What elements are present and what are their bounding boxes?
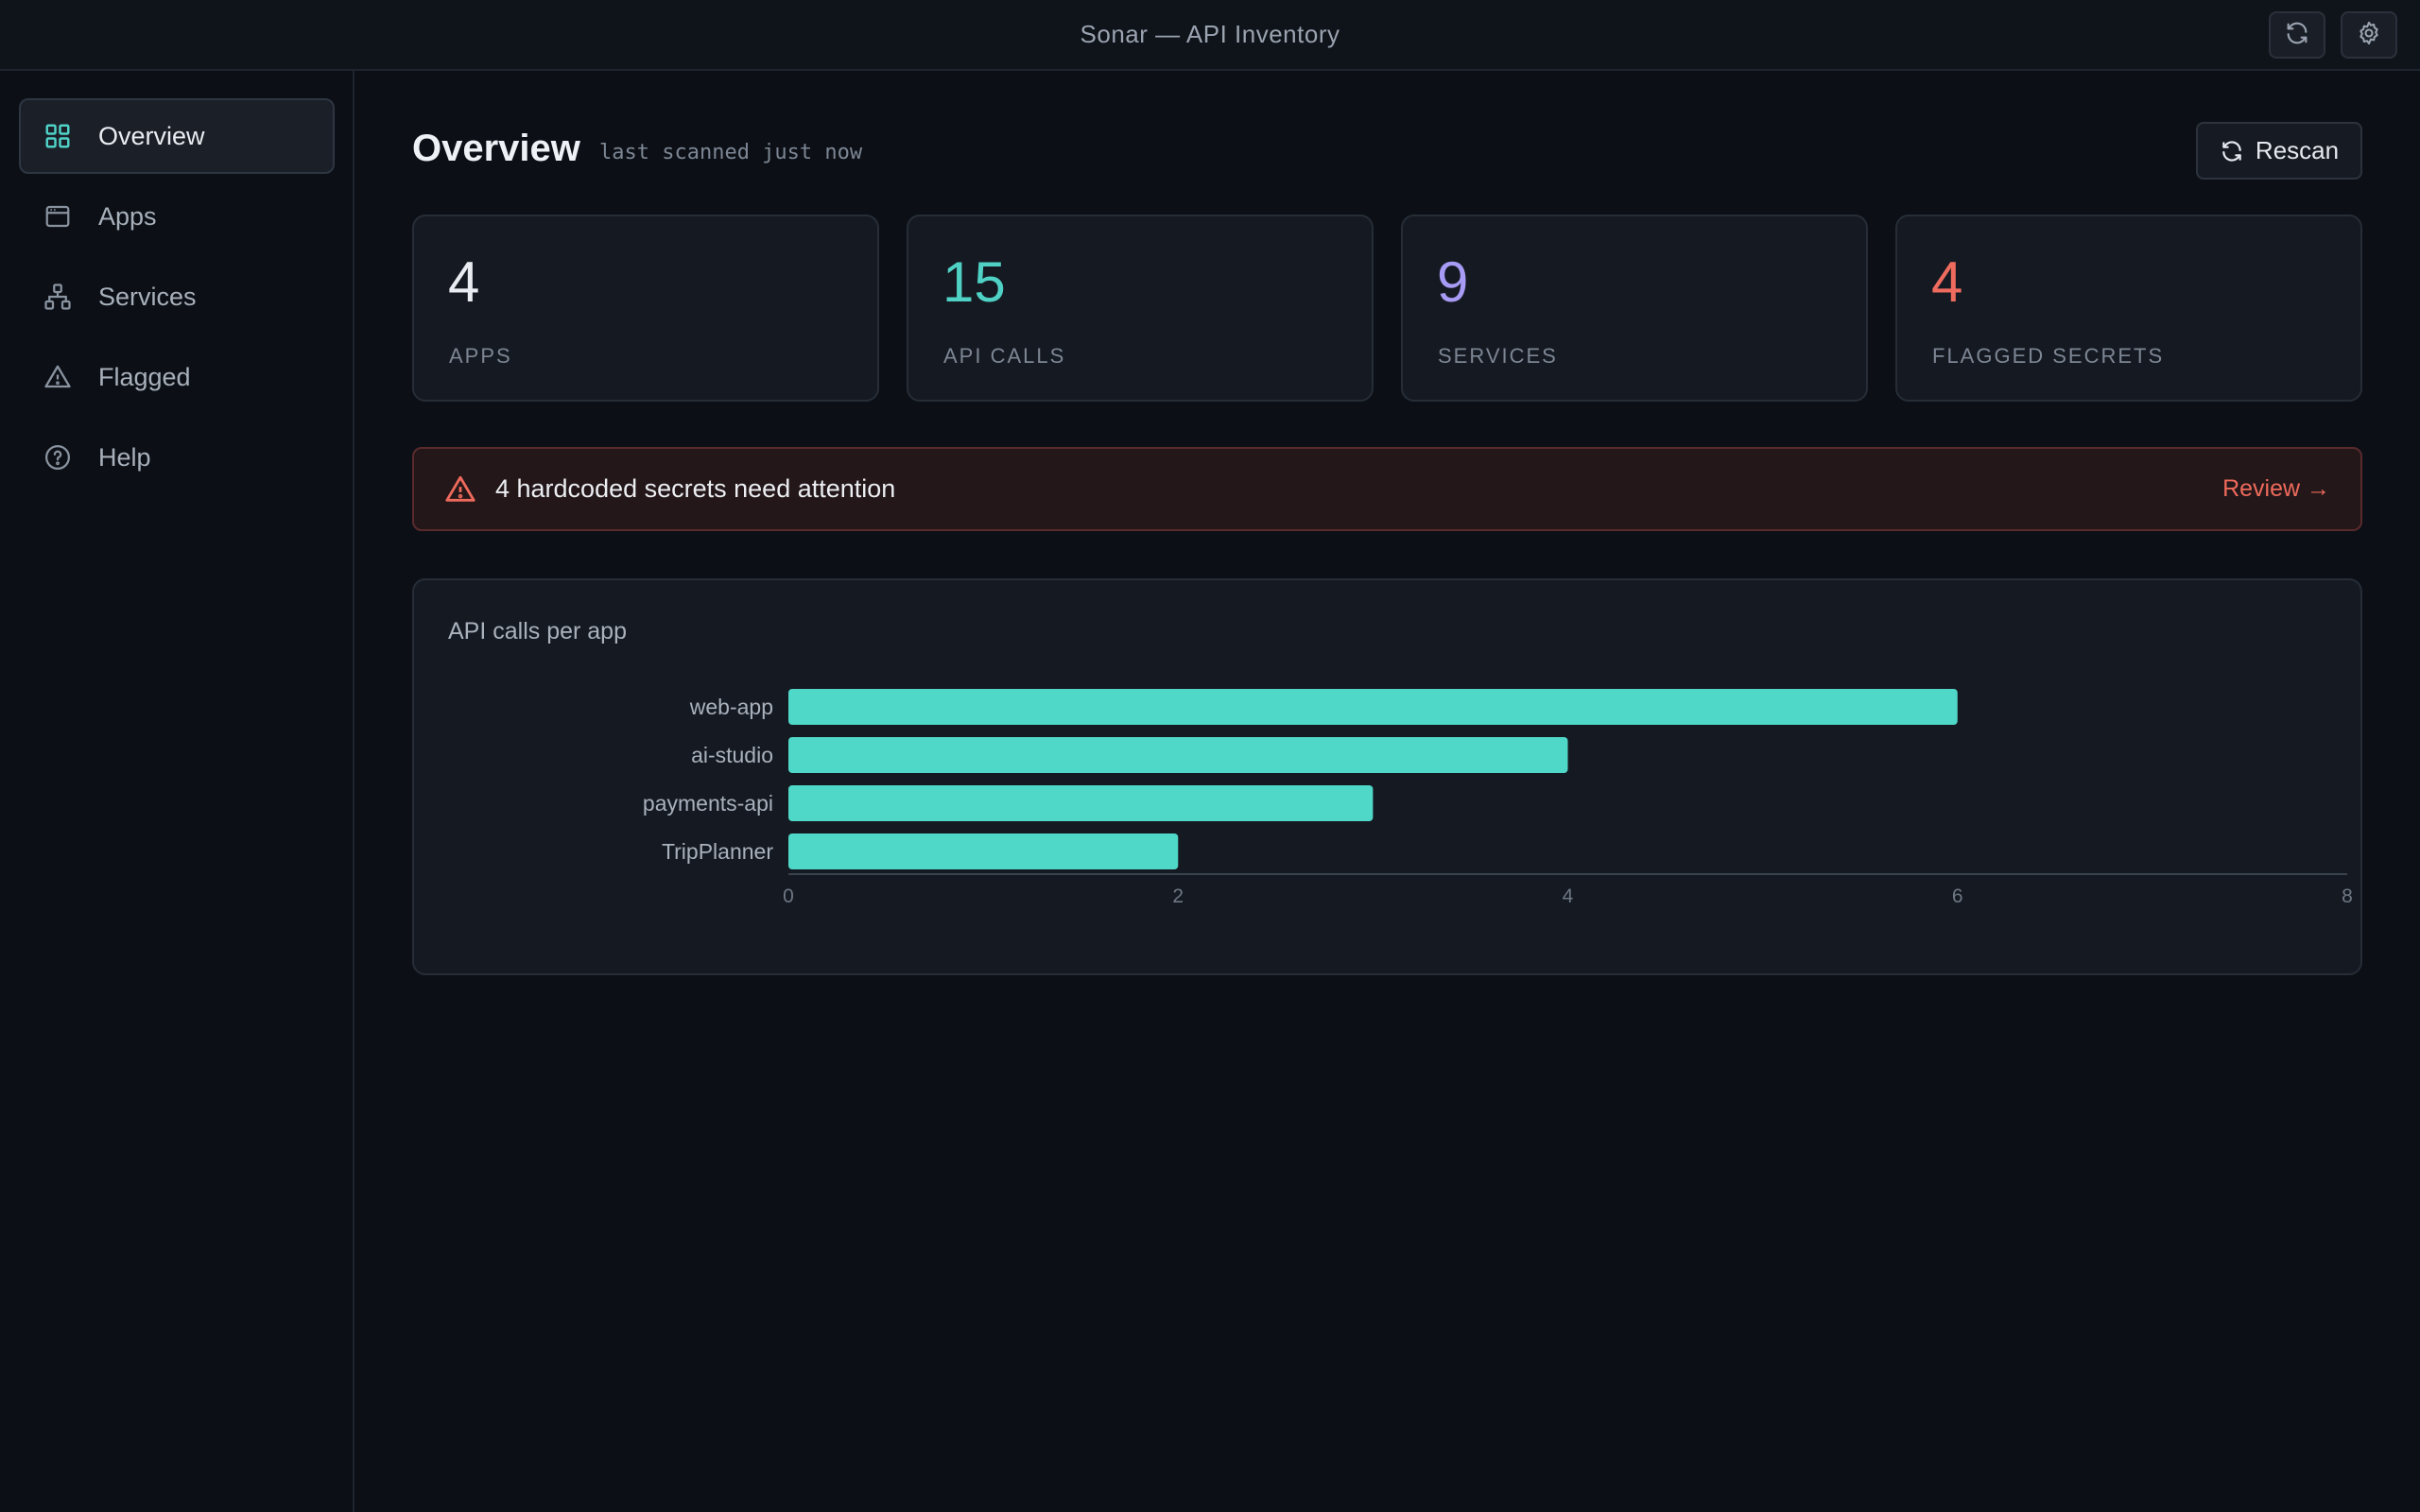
category-label: TripPlanner [662, 839, 773, 864]
stat-card-services: 9 SERVICES [1401, 215, 1868, 402]
rescan-button[interactable]: Rescan [2196, 122, 2362, 180]
sidebar-item-label: Help [98, 442, 151, 472]
stat-label: API CALLS [943, 344, 1066, 368]
bar-TripPlanner [788, 833, 1179, 869]
network-icon [42, 281, 74, 313]
main-content: Overview last scanned just now Rescan 4 … [356, 73, 2420, 1512]
page-title: Overview [412, 128, 580, 169]
sidebar-item-label: Apps [98, 201, 157, 231]
stat-card-apps: 4 APPS [412, 215, 879, 402]
x-tick-label: 2 [1172, 885, 1184, 907]
refresh-button[interactable] [2269, 11, 2325, 59]
stat-value: 4 [448, 250, 480, 314]
stat-label: SERVICES [1438, 344, 1558, 368]
sidebar-item-overview[interactable]: Overview [19, 98, 335, 174]
category-label: ai-studio [691, 743, 773, 767]
x-tick-label: 6 [1952, 885, 1963, 907]
stat-label: FLAGGED SECRETS [1932, 344, 2165, 368]
sidebar-item-services[interactable]: Services [19, 259, 335, 335]
sidebar-item-label: Flagged [98, 362, 191, 391]
refresh-icon [2220, 139, 2244, 163]
warning-triangle-icon [42, 361, 74, 393]
sidebar-item-help[interactable]: Help [19, 420, 335, 495]
sidebar: Overview Apps Services Flagged [0, 71, 354, 1512]
bar-web-app [788, 689, 1958, 725]
category-label: web-app [689, 695, 773, 719]
browser-window-icon [42, 200, 74, 232]
sidebar-item-apps[interactable]: Apps [19, 179, 335, 254]
bar-ai-studio [788, 737, 1568, 773]
stat-card-flagged-secrets: 4 FLAGGED SECRETS [1895, 215, 2362, 402]
window-title: Sonar — API Inventory [1080, 20, 1340, 48]
sidebar-item-flagged[interactable]: Flagged [19, 339, 335, 415]
settings-button[interactable] [2341, 11, 2397, 59]
warning-triangle-icon [444, 473, 476, 506]
refresh-icon [2284, 20, 2310, 51]
review-link[interactable]: Review → [2222, 475, 2330, 502]
sidebar-item-label: Services [98, 282, 197, 311]
x-tick-label: 0 [783, 885, 794, 907]
secrets-alert-banner: 4 hardcoded secrets need attention Revie… [412, 447, 2362, 531]
stat-card-api-calls: 15 API CALLS [907, 215, 1374, 402]
last-scanned-note: last scanned just now [599, 141, 863, 164]
help-circle-icon [42, 441, 74, 473]
x-tick-label: 4 [1563, 885, 1574, 907]
stat-value: 15 [942, 250, 1006, 314]
title-bar: Sonar — API Inventory [0, 0, 2420, 71]
stat-value: 4 [1931, 250, 1963, 314]
stat-label: APPS [449, 344, 512, 368]
stat-value: 9 [1437, 250, 1469, 314]
rescan-label: Rescan [2255, 136, 2340, 164]
api-calls-chart-card: API calls per app web-app ai-studio paymen… [412, 578, 2362, 975]
gear-icon [2356, 20, 2382, 51]
alert-message: 4 hardcoded secrets need attention [495, 474, 896, 503]
sidebar-item-label: Overview [98, 121, 205, 150]
grid-icon [42, 120, 74, 152]
x-tick-label: 8 [2342, 885, 2353, 907]
category-label: payments-api [643, 791, 773, 816]
bar-payments-api [788, 785, 1374, 821]
chart-title: API calls per app [448, 618, 627, 644]
api-calls-bar-chart: web-app ai-studio payments-api TripPlanner 0… [643, 689, 2353, 907]
